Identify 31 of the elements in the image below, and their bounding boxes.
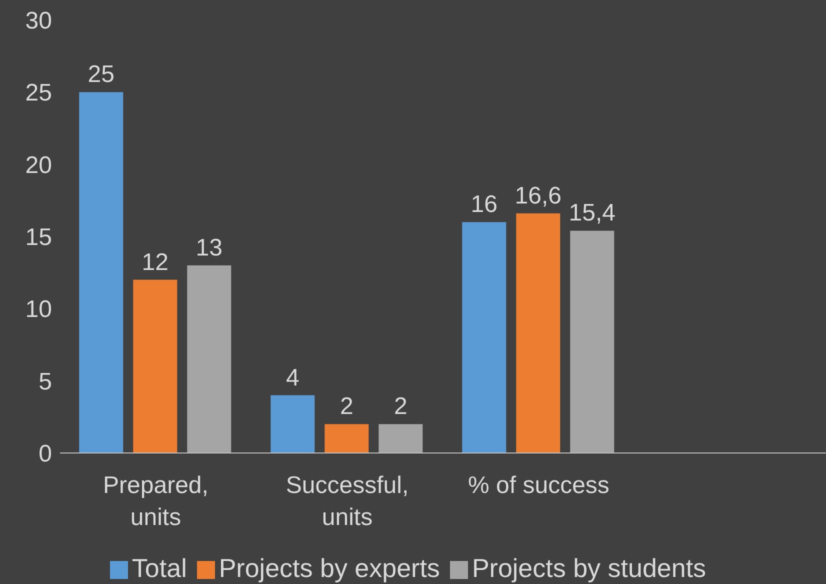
y-tick-label: 10 xyxy=(25,296,52,324)
legend-label: Projects by experts xyxy=(218,553,440,583)
data-label: 2 xyxy=(394,393,408,420)
bar xyxy=(324,424,369,453)
y-tick-label: 25 xyxy=(25,80,52,107)
x-tick-label: % of success xyxy=(468,472,610,499)
bar xyxy=(570,230,614,453)
data-label: 25 xyxy=(88,61,114,88)
bar xyxy=(462,222,506,453)
y-tick-label: 5 xyxy=(38,368,52,396)
y-tick-label: 20 xyxy=(25,152,52,179)
y-tick-label: 15 xyxy=(25,224,52,252)
data-label: 2 xyxy=(340,393,354,420)
bar xyxy=(516,213,560,453)
bar xyxy=(133,280,178,453)
data-label: 16 xyxy=(470,191,498,218)
legend-label: Total xyxy=(132,553,187,583)
data-label: 15,4 xyxy=(568,200,616,227)
y-tick-label: 30 xyxy=(25,8,52,35)
bar xyxy=(79,92,124,453)
data-label: 12 xyxy=(142,248,168,276)
bar xyxy=(270,395,315,453)
y-tick-label: 0 xyxy=(38,440,52,468)
x-tick-label: Prepared, units xyxy=(103,472,208,531)
x-tick-label: Successful, units xyxy=(286,472,409,531)
bar xyxy=(378,424,423,453)
bar xyxy=(187,265,232,453)
data-label: 4 xyxy=(286,364,300,392)
legend-label: Projects by students xyxy=(472,553,706,583)
data-label: 16,6 xyxy=(514,182,562,210)
data-label: 13 xyxy=(196,234,222,262)
